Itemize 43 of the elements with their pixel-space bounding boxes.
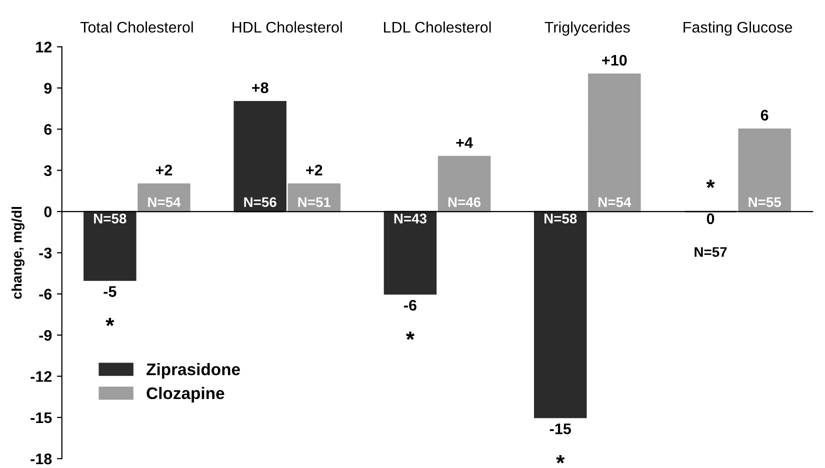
data-label: +10	[602, 54, 627, 66]
annotation: N=43	[394, 214, 427, 224]
data-label: -15	[550, 424, 571, 434]
y-tick-label: 3	[44, 165, 52, 176]
annotation: N=54	[598, 197, 632, 208]
annotation: N=55	[748, 197, 781, 208]
data-label: +2	[306, 164, 322, 176]
data-label: +8	[252, 82, 268, 94]
y-tick-label: -12	[30, 371, 52, 382]
data-label: -6	[404, 300, 416, 311]
data-label: 6	[760, 110, 768, 121]
annotation: N=58	[544, 214, 577, 224]
annotation: *	[106, 318, 114, 326]
data-label: +4	[456, 137, 473, 148]
annotation: *	[556, 455, 565, 464]
annotation: N=46	[448, 197, 481, 208]
x-tick-label: HDL Cholesterol	[232, 21, 342, 33]
y-tick-label: 9	[44, 82, 52, 94]
data-label: 0	[706, 213, 714, 224]
y-axis-title: change, mg/dl	[12, 207, 25, 299]
annotation: N=54	[148, 197, 181, 208]
y-tick-label: -18	[30, 454, 52, 464]
annotation: N=58	[94, 214, 126, 224]
x-tick-label: LDL Cholesterol	[384, 21, 491, 33]
x-tick-label: Triglycerides	[544, 21, 630, 36]
annotation: *	[406, 332, 415, 340]
y-tick-label: 6	[44, 124, 52, 135]
data-label: +2	[156, 164, 172, 176]
y-tick-label: -15	[30, 412, 52, 424]
x-tick-label: Total Cholesterol	[80, 21, 193, 33]
annotation: *	[706, 180, 715, 188]
annotation: N=56	[244, 197, 276, 208]
legend-label: Ziprasidone	[146, 363, 240, 379]
legend-label: Clozapine	[146, 386, 224, 402]
annotation: N=57	[694, 247, 727, 257]
annotation: N=51	[298, 197, 331, 208]
y-tick-label: -6	[39, 288, 52, 300]
x-tick-label: Fasting Glucose	[684, 21, 792, 36]
y-tick-label: -3	[39, 248, 52, 258]
data-label: -5	[104, 286, 116, 297]
y-tick-label: -9	[39, 330, 52, 341]
y-tick-label: 0	[44, 206, 52, 218]
y-tick-label: 12	[36, 42, 52, 52]
